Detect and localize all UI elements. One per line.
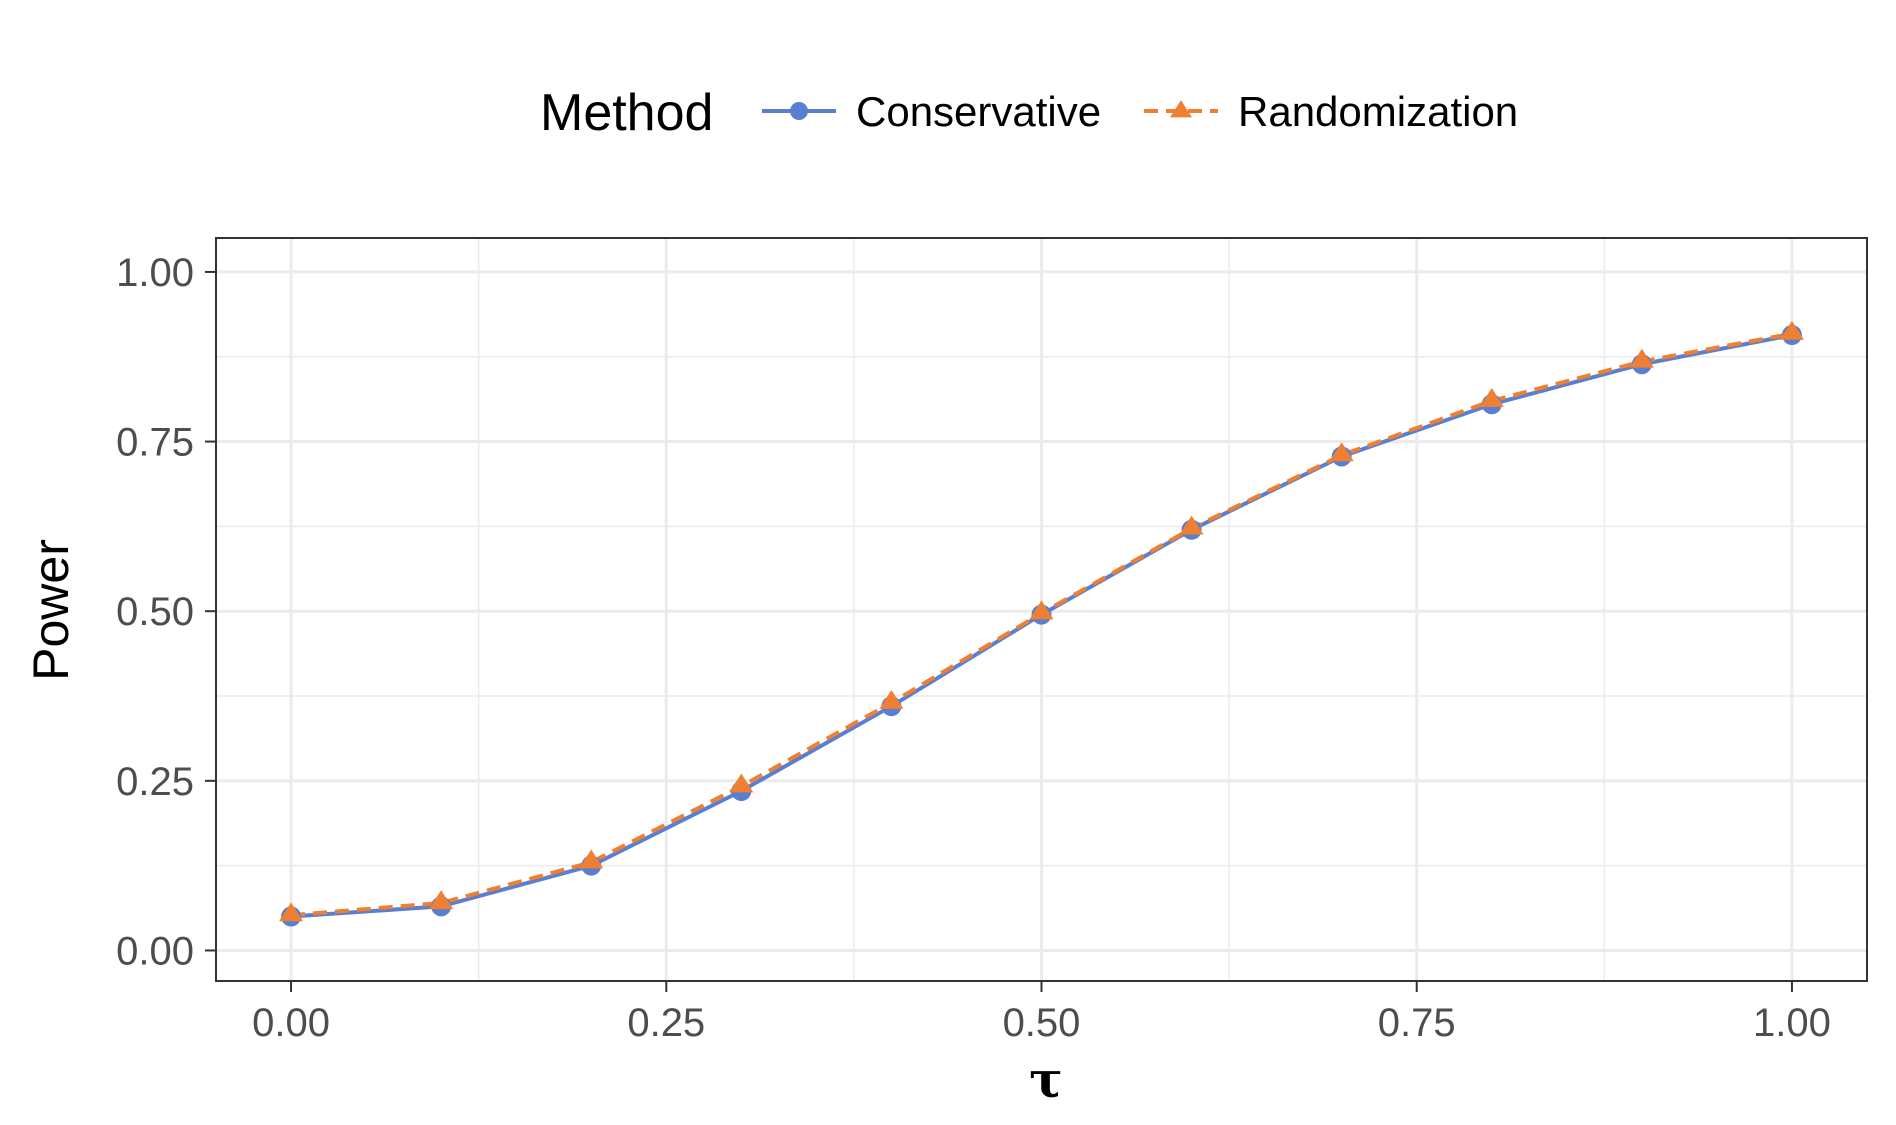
y-tick-label: 0.75 <box>116 421 194 465</box>
x-tick-label: 0.50 <box>1003 1001 1081 1045</box>
point-randomization-4 <box>879 689 904 709</box>
y-axis: 0.00 0.25 0.50 0.75 1.00 <box>116 251 216 973</box>
legend-item-conservative: Conservative <box>762 88 1101 135</box>
legend-label-randomization: Randomization <box>1238 88 1518 135</box>
legend-title: Method <box>540 84 713 142</box>
y-tick-label: 1.00 <box>116 251 194 295</box>
point-randomization-8 <box>1479 388 1504 407</box>
x-tick-label: 0.00 <box>252 1001 330 1045</box>
y-axis-title: Power <box>23 539 79 681</box>
x-axis-title: τ <box>1029 1050 1063 1109</box>
x-tick-label: 1.00 <box>1753 1001 1831 1045</box>
series-layer <box>279 320 1804 927</box>
point-randomization-2 <box>579 849 604 869</box>
legend-key-conservative-marker <box>790 102 808 120</box>
x-tick-label: 0.25 <box>627 1001 705 1045</box>
legend-key-randomization-marker <box>1170 100 1192 118</box>
y-tick-label: 0.50 <box>116 590 194 634</box>
point-randomization-1 <box>429 890 454 910</box>
point-randomization-9 <box>1629 348 1654 368</box>
legend: Method Conservative Randomization <box>540 84 1518 142</box>
point-randomization-6 <box>1179 515 1204 535</box>
point-randomization-0 <box>279 902 304 922</box>
point-randomization-3 <box>729 773 754 793</box>
x-axis: 0.00 0.25 0.50 0.75 1.00 <box>252 981 1831 1045</box>
point-randomization-10 <box>1779 320 1804 340</box>
y-tick-label: 0.25 <box>116 760 194 804</box>
y-tick-label: 0.00 <box>116 929 194 973</box>
x-tick-label: 0.75 <box>1378 1001 1456 1045</box>
point-randomization-7 <box>1329 442 1354 462</box>
point-randomization-5 <box>1029 600 1054 620</box>
legend-item-randomization: Randomization <box>1144 88 1518 135</box>
legend-label-conservative: Conservative <box>856 88 1101 135</box>
grid-major <box>216 238 1867 981</box>
